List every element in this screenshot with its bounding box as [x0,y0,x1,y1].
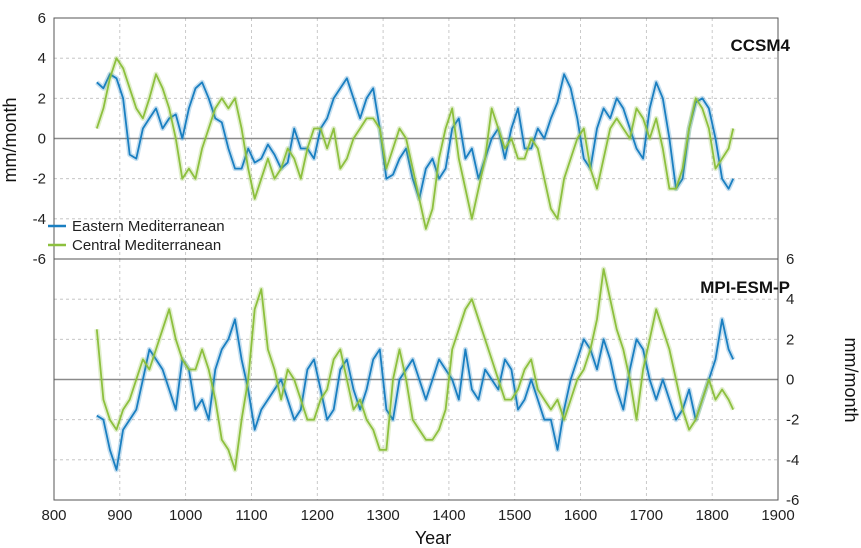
y-tick-label-right: -2 [786,412,799,429]
x-tick-label: 1600 [564,507,597,524]
x-tick-label: 1200 [301,507,334,524]
bottom-y-axis-label: mm/month [841,337,861,422]
x-tick-label: 1500 [498,507,531,524]
x-tick-label: 1700 [630,507,663,524]
legend-label-eastern: Eastern Mediterranean [72,218,225,235]
y-tick-label-left: 6 [38,10,46,27]
y-tick-label-left: 2 [38,90,46,107]
y-tick-label-right: 0 [786,372,794,389]
series-line-0-0 [96,73,735,200]
y-tick-label-right: -6 [786,492,799,509]
y-tick-label-left: -4 [33,211,46,228]
x-tick-label: 1900 [761,507,794,524]
x-tick-label: 1400 [432,507,465,524]
y-tick-label-left: -2 [33,171,46,188]
panel-frame [53,258,779,501]
series-band-0-1 [94,55,736,232]
series-line-1-1 [95,268,735,471]
y-tick-label-right: 4 [786,291,794,308]
plot-frames [53,17,779,501]
x-tick-label: 900 [107,507,132,524]
panel-label-ccsm4: CCSM4 [730,36,790,55]
top-y-axis-label: mm/month [0,97,20,182]
series-lines [94,55,736,473]
y-tick-label-right: 2 [786,331,794,348]
legend-label-central: Central Mediterranean [72,237,221,254]
y-tick-label-left: 0 [38,131,46,148]
y-tick-label-right: -4 [786,452,799,469]
y-tick-label-right: 6 [786,251,794,268]
y-tick-label-left: 4 [38,50,46,67]
panel-label-mpi-esm-p: MPI-ESM-P [700,278,790,297]
tick-labels: -6 -4 -2 0 2 4 6 -6 -4 -2 0 2 4 6 800 900 1000 1100 1200 13… [33,10,800,524]
x-tick-label: 800 [41,507,66,524]
x-tick-label: 1800 [695,507,728,524]
series-line-0-1 [95,57,735,230]
x-tick-label: 1100 [235,507,267,524]
x-axis-label: Year [415,528,451,548]
x-tick-label: 1300 [366,507,399,524]
zero-lines [54,137,778,381]
y-tick-label-left: -6 [33,251,46,268]
legend: Eastern Mediterranean Central Mediterran… [48,218,225,254]
x-tick-label: 1000 [169,507,202,524]
